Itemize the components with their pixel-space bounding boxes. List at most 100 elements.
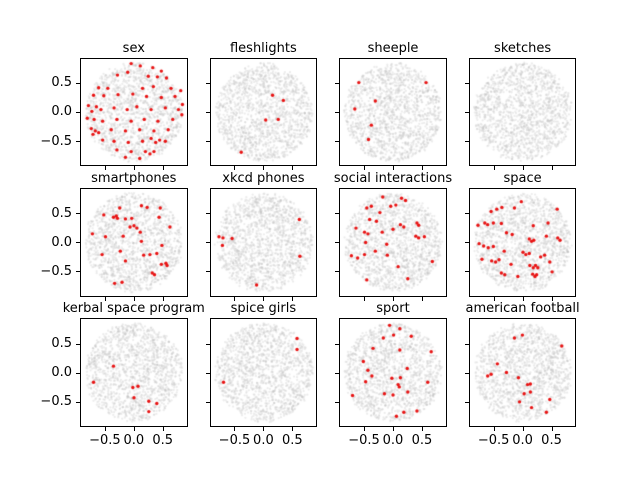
axes-box — [209, 188, 318, 297]
x-tick-label: 0.5 — [541, 433, 562, 448]
y-tick-label: 0.0 — [51, 365, 72, 381]
x-tick-mark — [364, 427, 366, 431]
subplot-title: sport — [376, 301, 410, 317]
axes-box — [209, 57, 318, 167]
y-tick-mark — [205, 343, 210, 345]
scatter-plot-area — [340, 319, 447, 427]
y-tick-mark — [335, 271, 340, 273]
x-tick-mark — [104, 166, 106, 171]
x-tick-mark — [104, 296, 106, 301]
y-tick-mark — [464, 242, 469, 244]
y-tick-mark — [464, 141, 469, 143]
x-tick-label: 0.0 — [512, 433, 533, 448]
x-tick-mark — [133, 166, 135, 171]
x-tick-mark — [292, 296, 294, 301]
y-tick-mark — [335, 213, 340, 215]
subplot-title: sketches — [494, 40, 552, 56]
subplot-title: smartphones — [91, 171, 177, 186]
scatter-plot-area — [81, 319, 187, 427]
y-tick-mark — [205, 242, 210, 244]
x-tick-mark — [493, 166, 495, 171]
subplot-title: spice girls — [230, 301, 297, 317]
x-tick-mark — [364, 166, 366, 171]
y-tick-mark — [335, 401, 340, 403]
x-tick-mark — [421, 166, 423, 171]
x-tick-mark — [263, 427, 265, 431]
y-tick-mark — [76, 213, 80, 215]
x-tick-mark — [292, 166, 294, 171]
y-tick-mark — [464, 401, 469, 403]
x-tick-mark — [522, 427, 524, 431]
x-tick-mark — [364, 296, 366, 301]
y-tick-mark — [76, 271, 80, 273]
scatter-plot-area — [340, 189, 447, 296]
y-tick-mark — [76, 343, 80, 345]
y-tick-mark — [464, 343, 469, 345]
y-tick-label: 0.5 — [51, 336, 72, 351]
y-tick-mark — [464, 213, 469, 215]
scatter-plot-area — [210, 189, 317, 296]
y-tick-mark — [464, 372, 469, 374]
axes-box — [80, 57, 188, 167]
scatter-plot-area — [469, 189, 576, 296]
x-tick-mark — [393, 166, 394, 171]
scatter-plot-area — [210, 319, 317, 427]
y-tick-label: 0.0 — [51, 234, 72, 250]
y-tick-label: −0.5 — [40, 133, 72, 149]
x-tick-label: −0.5 — [218, 433, 251, 448]
y-tick-mark — [335, 111, 340, 113]
axes-box — [339, 318, 447, 427]
y-tick-mark — [76, 111, 80, 113]
x-tick-mark — [133, 296, 135, 301]
subplot-title: social interactions — [333, 171, 453, 186]
axes-box — [468, 57, 577, 167]
y-tick-mark — [464, 82, 469, 84]
x-tick-mark — [263, 166, 265, 171]
x-tick-mark — [162, 427, 164, 431]
y-tick-mark — [76, 401, 80, 403]
x-tick-mark — [104, 427, 106, 431]
x-tick-mark — [522, 296, 524, 301]
y-tick-mark — [464, 271, 469, 273]
x-tick-mark — [421, 427, 423, 431]
y-tick-mark — [76, 82, 80, 84]
subplot-title: xkcd phones — [222, 171, 305, 186]
y-tick-mark — [76, 242, 80, 244]
x-tick-mark — [393, 296, 394, 301]
y-tick-mark — [205, 271, 210, 273]
scatter-plot-area — [81, 58, 187, 166]
y-tick-mark — [205, 82, 210, 84]
x-tick-label: −0.5 — [477, 433, 510, 448]
x-tick-label: 0.5 — [281, 433, 303, 448]
x-tick-mark — [234, 166, 236, 171]
y-tick-mark — [335, 343, 340, 345]
axes-box — [339, 188, 447, 297]
scatter-plot-area — [210, 58, 317, 166]
axes-box — [468, 318, 577, 427]
x-tick-mark — [162, 296, 164, 301]
x-tick-mark — [393, 427, 394, 431]
subplot-title: sex — [122, 40, 145, 56]
x-tick-mark — [234, 427, 236, 431]
scatter-plot-area — [81, 189, 187, 296]
y-tick-label: −0.5 — [40, 263, 72, 279]
x-tick-mark — [133, 427, 135, 431]
x-tick-label: −0.5 — [89, 433, 121, 448]
subplot-title: space — [503, 171, 542, 186]
y-tick-mark — [335, 82, 340, 84]
x-tick-label: 0.0 — [253, 433, 274, 448]
axes-box — [80, 188, 188, 297]
x-tick-mark — [493, 296, 495, 301]
x-tick-label: −0.5 — [348, 433, 380, 448]
y-tick-mark — [76, 372, 80, 374]
scatter-plot-area — [340, 58, 447, 166]
subplot-title: fleshlights — [229, 40, 297, 56]
y-tick-mark — [335, 242, 340, 244]
y-tick-mark — [335, 372, 340, 374]
y-tick-label: 0.5 — [51, 75, 72, 91]
y-tick-mark — [205, 111, 210, 113]
x-tick-mark — [551, 427, 553, 431]
subplot-title: kerbal space program — [62, 301, 205, 317]
x-tick-mark — [234, 296, 236, 301]
